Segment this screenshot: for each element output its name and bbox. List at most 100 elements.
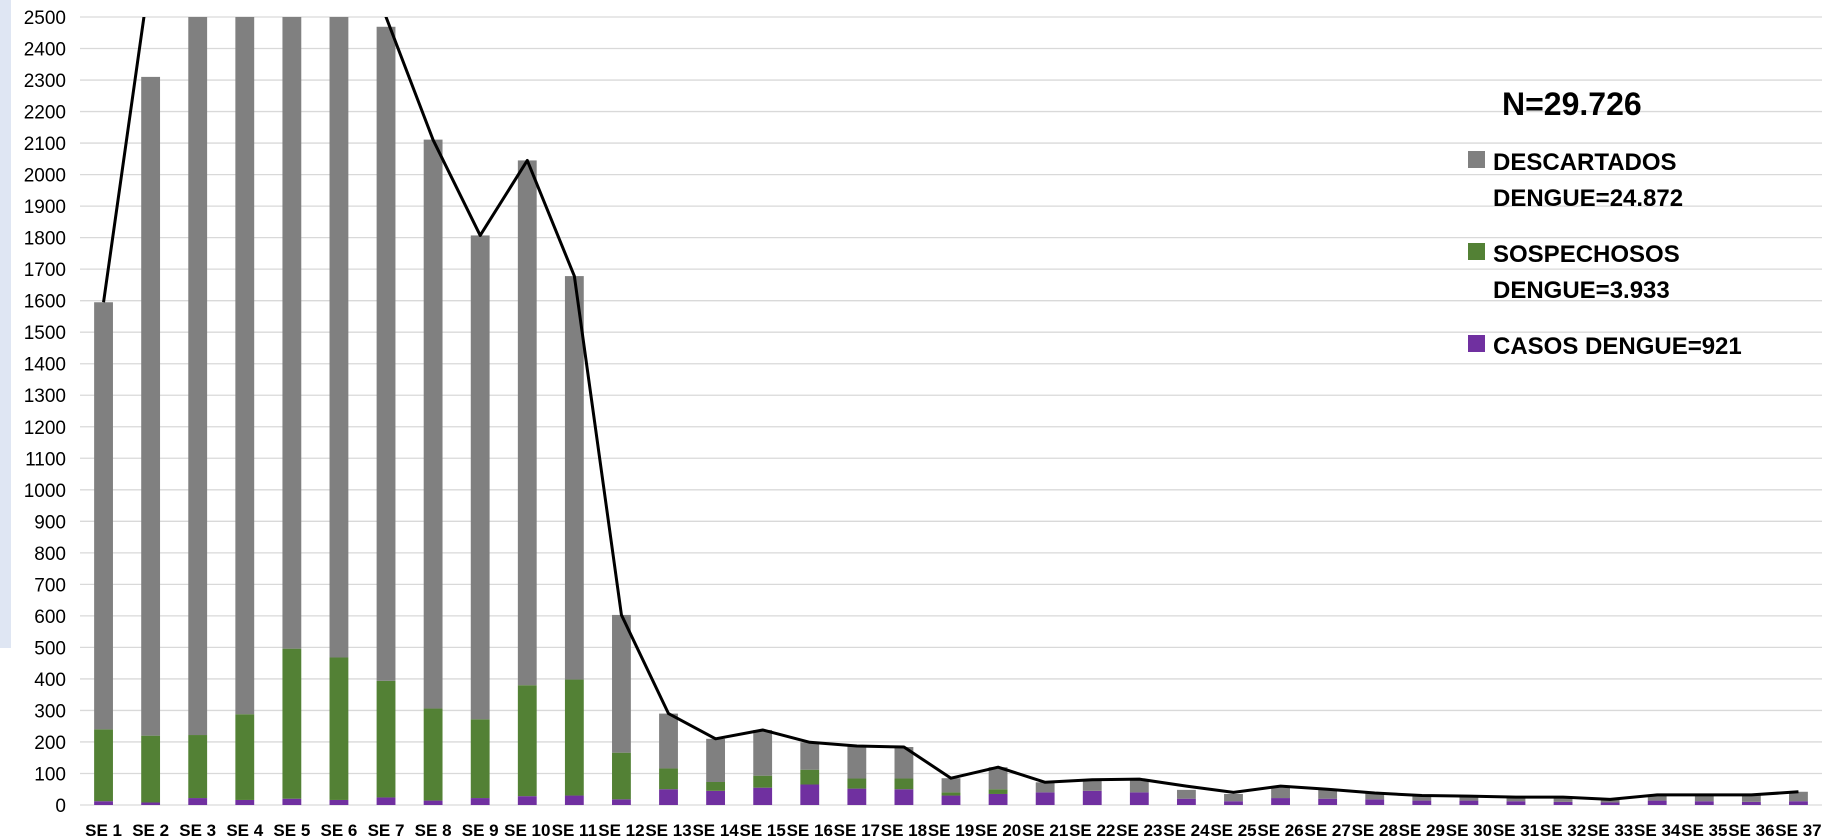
bar-segment bbox=[282, 17, 302, 649]
bar-segment bbox=[847, 788, 867, 805]
bars bbox=[94, 17, 1808, 805]
x-tick-label: SE 27 bbox=[1304, 821, 1350, 840]
bar-segment bbox=[94, 729, 113, 802]
bar-segment bbox=[282, 798, 302, 805]
bar-segment bbox=[1600, 802, 1620, 805]
bar-segment bbox=[94, 801, 113, 805]
bar-segment bbox=[376, 680, 396, 798]
x-tick-label: SE 1 bbox=[85, 821, 122, 840]
x-tick-label: SE 19 bbox=[928, 821, 974, 840]
bar-segment bbox=[706, 738, 726, 782]
bar-segment bbox=[706, 790, 726, 805]
bar-segment bbox=[847, 778, 867, 789]
y-tick-label: 1200 bbox=[24, 418, 66, 439]
bar-segment bbox=[706, 781, 726, 791]
bar-segment bbox=[141, 76, 161, 736]
bar-segment bbox=[188, 17, 208, 736]
bar-segment bbox=[988, 767, 1008, 790]
x-tick-label: SE 15 bbox=[740, 821, 786, 840]
x-tick-label: SE 14 bbox=[692, 821, 739, 840]
bar-segment bbox=[1553, 797, 1573, 802]
bar-segment bbox=[188, 798, 208, 805]
x-tick-label: SE 8 bbox=[415, 821, 452, 840]
legend-swatch-descartados bbox=[1468, 151, 1485, 168]
x-tick-label: SE 35 bbox=[1681, 821, 1727, 840]
x-tick-label: SE 33 bbox=[1587, 821, 1633, 840]
bar-segment bbox=[141, 802, 161, 805]
bar-segment bbox=[659, 713, 678, 769]
bar-segment bbox=[423, 708, 443, 801]
bar-segment bbox=[1224, 801, 1243, 805]
bar-segment bbox=[1600, 799, 1620, 803]
y-tick-label: 2300 bbox=[24, 71, 66, 92]
y-tick-label: 2500 bbox=[24, 8, 66, 29]
bar-segment bbox=[659, 789, 678, 805]
legend-label-descartados: DESCARTADOS DENGUE=24.872 bbox=[1493, 149, 1684, 212]
bar-segment bbox=[1647, 794, 1667, 801]
bar-segment bbox=[329, 657, 349, 800]
x-axis-ticks: SE 1 SE 2 SE 3 SE 4 SE 5 SE 6 SE 7 SE 8 SE 9 SE 1… bbox=[85, 821, 1822, 840]
bar-segment bbox=[1176, 798, 1196, 805]
bar-segment bbox=[1035, 782, 1055, 793]
x-tick-label: SE 24 bbox=[1163, 821, 1210, 840]
legend-item-sospechosos: SOSPECHOSOS DENGUE=3.933 bbox=[1468, 237, 1808, 309]
legend-swatch-sospechosos bbox=[1468, 243, 1485, 260]
y-tick-label: 1500 bbox=[24, 323, 66, 344]
bar-segment bbox=[1459, 800, 1479, 805]
bar-segment bbox=[1694, 794, 1714, 802]
bar-segment bbox=[941, 795, 961, 805]
y-tick-label: 2000 bbox=[24, 166, 66, 187]
x-tick-label: SE 4 bbox=[226, 821, 263, 840]
x-tick-label: SE 21 bbox=[1022, 821, 1068, 840]
legend-item-casos: CASOS DENGUE=921 bbox=[1468, 329, 1808, 365]
bar-segment bbox=[423, 800, 443, 805]
total-line-path bbox=[102, 17, 1799, 801]
y-tick-label: 800 bbox=[34, 544, 66, 565]
x-tick-label: SE 22 bbox=[1069, 821, 1115, 840]
bar-segment bbox=[847, 746, 867, 779]
y-tick-label: 2200 bbox=[24, 103, 66, 124]
x-tick-label: SE 10 bbox=[504, 821, 550, 840]
x-tick-label: SE 5 bbox=[273, 821, 310, 840]
bar-segment bbox=[423, 139, 443, 709]
bar-segment bbox=[1082, 790, 1102, 805]
legend-label-casos: CASOS DENGUE=921 bbox=[1493, 333, 1742, 360]
bar-segment bbox=[517, 685, 537, 797]
left-edge-strip bbox=[0, 0, 11, 648]
bar-segment bbox=[612, 614, 631, 753]
x-tick-label: SE 29 bbox=[1399, 821, 1445, 840]
bar-segment bbox=[1741, 794, 1761, 802]
total-annotation: N=29.726 bbox=[1502, 86, 1642, 122]
x-tick-label: SE 28 bbox=[1352, 821, 1398, 840]
bar-segment bbox=[612, 799, 631, 805]
y-tick-label: 2400 bbox=[24, 40, 66, 61]
bar-segment bbox=[1082, 779, 1102, 791]
bar-segment bbox=[470, 235, 490, 720]
x-tick-label: SE 20 bbox=[975, 821, 1021, 840]
x-tick-label: SE 2 bbox=[132, 821, 169, 840]
bar-segment bbox=[376, 797, 396, 805]
bar-segment bbox=[235, 17, 255, 715]
bar-segment bbox=[1506, 797, 1526, 802]
bar-segment bbox=[1271, 787, 1290, 799]
bar-segment bbox=[235, 799, 255, 805]
bar-segment bbox=[470, 798, 490, 805]
x-tick-label: SE 37 bbox=[1775, 821, 1821, 840]
bar-segment bbox=[941, 792, 961, 796]
y-tick-label: 1600 bbox=[24, 292, 66, 313]
y-tick-label: 1100 bbox=[25, 449, 66, 470]
gridlines bbox=[80, 16, 1822, 806]
y-tick-label: 1800 bbox=[24, 229, 66, 250]
y-tick-label: 1900 bbox=[24, 197, 66, 218]
bar-segment bbox=[564, 276, 584, 680]
bar-segment bbox=[1365, 799, 1385, 805]
bar-segment bbox=[1271, 798, 1290, 805]
bar-segment bbox=[517, 160, 537, 686]
bar-segment bbox=[988, 793, 1008, 805]
y-tick-label: 100 bbox=[34, 764, 66, 785]
bar-segment bbox=[329, 17, 349, 658]
bar-segment bbox=[894, 778, 914, 790]
y-tick-label: 1700 bbox=[24, 260, 66, 281]
bar-segment bbox=[1789, 791, 1808, 802]
bar-segment bbox=[1176, 789, 1196, 799]
